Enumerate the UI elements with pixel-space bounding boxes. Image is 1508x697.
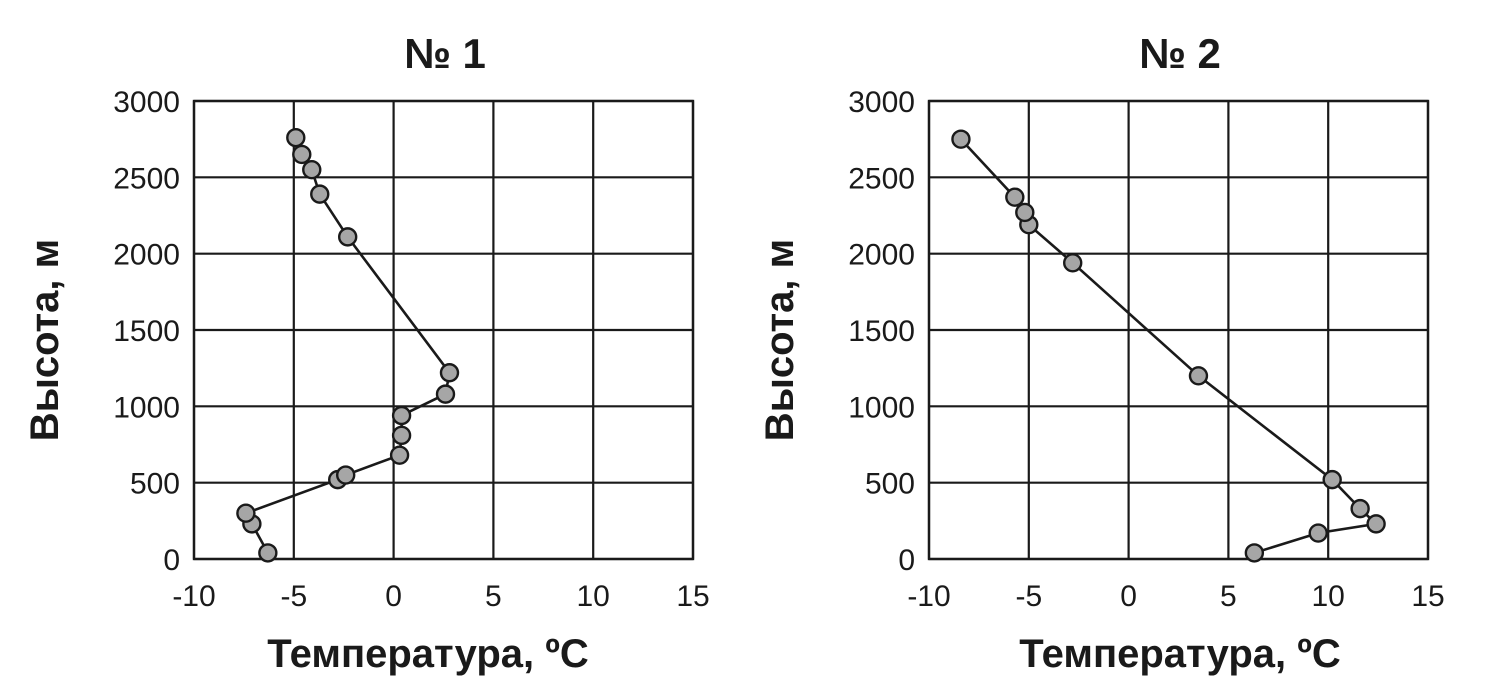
chart-1-series-line xyxy=(244,137,451,554)
chart-2-data-point xyxy=(951,129,971,149)
chart-2-x-tick-label: -10 xyxy=(907,580,950,613)
chart-1-x-tick-label: 10 xyxy=(577,580,610,613)
chart-2-data-point xyxy=(1350,498,1370,519)
chart-1-ticks: -10 -5 0 5 10 15 0 500 1000 1500 2000 2500 3000 xyxy=(113,86,709,613)
chart-2-data-point xyxy=(1063,253,1083,273)
chart-2-y-tick-label: 1500 xyxy=(848,315,915,348)
chart-1-x-tick-label: -5 xyxy=(280,580,307,613)
chart-1-y-tick-label: 2000 xyxy=(113,239,180,272)
chart-1-data-point xyxy=(302,159,322,180)
chart-2-y-tick-label: 1000 xyxy=(848,391,915,424)
chart-2-data-point xyxy=(1244,543,1265,563)
chart-1-svg: № 1 Температура, ºC Высота, м -10 -5 0 5 10 1… xyxy=(23,30,710,676)
chart-panel-1: № 1 Температура, ºC Высота, м -10 -5 0 5 10 1… xyxy=(0,0,740,692)
chart-2-ticks: -10 -5 0 5 10 15 0 500 1000 1500 2000 2500 3000 xyxy=(848,86,1444,613)
chart-1-plot-frame xyxy=(192,99,695,561)
chart-1-data-point xyxy=(258,543,278,563)
chart-1-x-axis-label: Температура, ºC xyxy=(267,632,589,676)
chart-2-data-point xyxy=(1005,187,1025,207)
chart-2-data-point xyxy=(1188,366,1209,386)
chart-2-y-axis-label: Высота, м xyxy=(758,239,802,441)
chart-2-data-point xyxy=(1308,523,1328,543)
chart-1-x-tick-label: -10 xyxy=(172,580,215,613)
chart-1-data-point xyxy=(391,405,412,426)
chart-1-x-tick-label: 0 xyxy=(385,580,402,613)
chart-2-plot-frame xyxy=(927,99,1430,561)
chart-1-data-point xyxy=(236,503,256,523)
chart-1-y-tick-label: 0 xyxy=(163,544,180,577)
chart-1-y-tick-label: 1000 xyxy=(113,391,180,424)
chart-2-data-point xyxy=(1015,202,1035,223)
chart-1-y-tick-label: 2500 xyxy=(113,162,180,195)
chart-1-x-tick-label: 15 xyxy=(676,580,709,613)
chart-2-x-tick-label: 0 xyxy=(1120,580,1137,613)
chart-2-title: № 2 xyxy=(1139,30,1221,77)
chart-2-y-tick-label: 2500 xyxy=(848,162,915,195)
chart-1-y-tick-label: 1500 xyxy=(113,315,180,348)
chart-1-data-point xyxy=(310,184,330,204)
chart-1-data-point xyxy=(439,363,460,383)
chart-1-y-axis-label: Высота, м xyxy=(23,239,67,441)
chart-1-data-point xyxy=(337,227,358,247)
chart-1-data-point xyxy=(389,445,410,465)
chart-1-data-point xyxy=(292,144,312,165)
chart-1-y-tick-label: 3000 xyxy=(113,86,180,119)
chart-1-y-tick-label: 500 xyxy=(130,468,180,501)
chart-2-y-tick-label: 0 xyxy=(898,544,915,577)
chart-2-y-tick-label: 2000 xyxy=(848,239,915,272)
chart-1-data-point xyxy=(286,127,306,148)
chart-2-series xyxy=(951,129,1386,563)
chart-2-x-tick-label: 10 xyxy=(1312,580,1345,613)
chart-1-title: № 1 xyxy=(404,30,486,77)
chart-1-data-point xyxy=(435,384,456,404)
chart-2-y-tick-label: 3000 xyxy=(848,86,915,119)
chart-2-y-tick-label: 500 xyxy=(865,468,915,501)
chart-1-grid xyxy=(192,99,695,561)
chart-2-svg: № 2 Температура, ºC Высота, м -10 -5 0 5 10 1… xyxy=(758,30,1445,676)
chart-2-grid xyxy=(927,99,1430,561)
chart-2-x-tick-label: 5 xyxy=(1220,580,1237,613)
chart-1-x-tick-label: 5 xyxy=(485,580,502,613)
chart-1-data-point xyxy=(391,425,412,446)
chart-panel-2: № 2 Температура, ºC Высота, м -10 -5 0 5 10 1… xyxy=(735,0,1475,692)
chart-2-x-tick-label: -5 xyxy=(1015,580,1042,613)
chart-1-series xyxy=(236,127,460,563)
chart-2-data-point xyxy=(1366,514,1386,534)
chart-2-x-axis-label: Температура, ºC xyxy=(1019,632,1341,676)
chart-2-x-tick-label: 15 xyxy=(1411,580,1444,613)
chart-2-data-point xyxy=(1322,469,1342,490)
chart-1-data-point xyxy=(335,465,356,485)
